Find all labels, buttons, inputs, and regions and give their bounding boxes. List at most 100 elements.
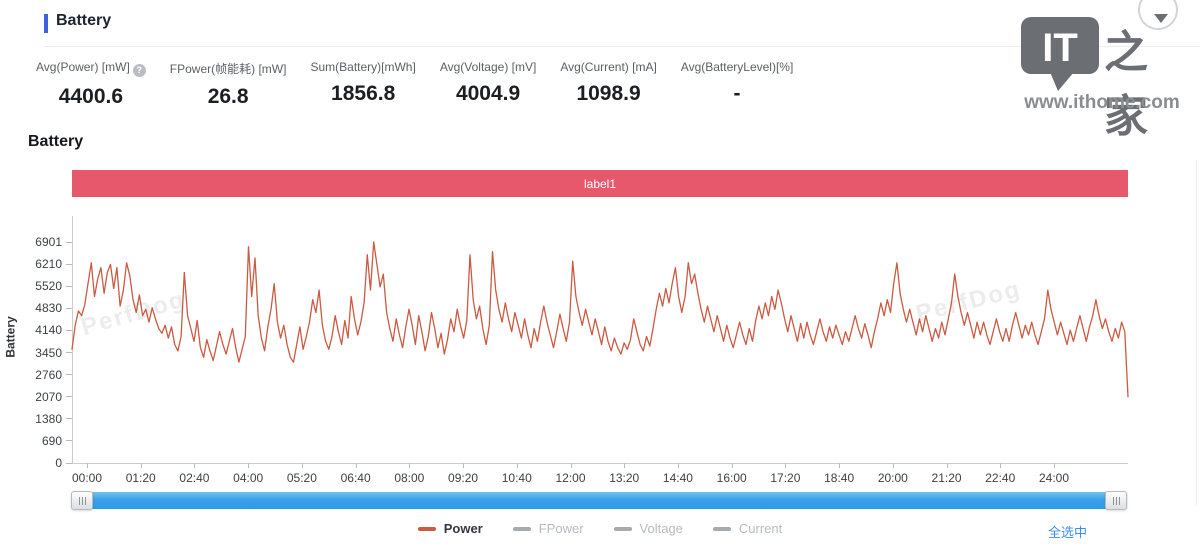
x-tick-label: 00:00 (71, 471, 103, 485)
x-tick-label: 10:40 (501, 471, 532, 485)
stat-label: Avg(Voltage) [mV] (439, 60, 537, 74)
stat-label: Sum(Battery)[mWh] (310, 60, 416, 74)
stat-column: Avg(Current) [mA] 1098.9 (554, 60, 662, 109)
y-tick (66, 462, 72, 464)
x-tick-label: 04:00 (233, 471, 264, 485)
y-tick-label: 5520 (35, 279, 62, 294)
x-tick (355, 463, 357, 468)
x-tick (785, 463, 787, 468)
x-axis-line (72, 463, 1128, 464)
legend-dash-icon (512, 526, 531, 531)
stat-value: 26.8 (207, 85, 249, 108)
x-tick (677, 463, 679, 468)
y-tick (66, 307, 72, 309)
legend-dash-icon (417, 526, 436, 531)
svg-text:IT: IT (1042, 26, 1078, 70)
y-tick-label: 690 (41, 433, 62, 448)
legend-item-fpower[interactable]: FPower (512, 521, 584, 536)
datazoom-right-handle[interactable] (1105, 491, 1127, 510)
datazoom-scrollbar[interactable] (71, 491, 1128, 510)
speech-bubble-icon: IT (1021, 17, 1099, 91)
legend-item-power[interactable]: Power (417, 521, 483, 536)
y-tick-label: 4140 (35, 323, 62, 338)
header-accent-bar (44, 14, 48, 33)
x-tick-label: 13:20 (609, 471, 640, 485)
x-tick-label: 06:40 (340, 471, 371, 485)
y-tick (66, 329, 72, 331)
x-tick (570, 463, 572, 468)
x-tick-label: 02:40 (179, 471, 210, 485)
legend-label: FPower (538, 521, 584, 536)
stat-column: Sum(Battery)[mWh] 1856.8 (304, 60, 421, 109)
x-tick-label: 12:00 (555, 471, 586, 485)
power-series-line (71, 241, 1129, 398)
label-banner: label1 (72, 170, 1128, 197)
x-tick-label: 17:20 (770, 471, 801, 485)
x-tick (839, 463, 841, 468)
x-tick (463, 463, 465, 468)
stat-label: Avg(Current) [mA] (560, 60, 657, 74)
x-tick (624, 463, 626, 468)
select-all-link[interactable]: 全选中 (1048, 525, 1088, 540)
ithome-logo: IT 之家 www.ithome.com (1020, 0, 1190, 141)
page-title: Battery (56, 12, 112, 29)
chart-legend: Power FPower Voltage Current (0, 521, 1200, 536)
y-tick (66, 418, 72, 420)
legend-dash-icon (712, 526, 731, 531)
x-tick-label: 20:00 (877, 471, 908, 485)
legend-label: Current (738, 521, 783, 536)
y-tick (66, 352, 72, 354)
y-tick (66, 396, 72, 398)
y-tick-label: 2760 (35, 367, 62, 382)
x-tick (194, 463, 196, 468)
y-tick-label: 1380 (35, 411, 62, 426)
stat-column: Avg(Voltage) [mV] 4004.9 (434, 60, 543, 109)
x-tick (892, 463, 894, 468)
stats-row: Avg(Power) [mW]? 4400.6 FPower(帧能耗) [mW] 26… (30, 60, 799, 109)
y-tick (66, 440, 72, 442)
legend-label: Voltage (639, 521, 683, 536)
logo-url-text: www.ithome.com (1024, 92, 1180, 113)
y-tick (66, 263, 72, 265)
legend-item-current[interactable]: Current (712, 521, 783, 536)
x-tick-label: 16:00 (716, 471, 747, 485)
x-tick (87, 463, 88, 468)
stat-label: Avg(Power) [mW]? (36, 60, 146, 77)
stat-value: 1098.9 (576, 82, 641, 105)
banner-label-text: label1 (583, 176, 617, 191)
y-tick-label: 6210 (35, 257, 62, 272)
y-tick (66, 241, 72, 243)
plot-area (71, 241, 1129, 398)
power-line-chart: Battery 0 690 1380 2070 2760 3450 4140 4830 5520… (4, 210, 1129, 485)
stat-column: Avg(Power) [mW]? 4400.6 (30, 60, 152, 109)
help-icon[interactable]: ? (132, 64, 146, 77)
legend-label: Power (443, 521, 483, 536)
x-tick (731, 463, 733, 468)
stat-label: Avg(BatteryLevel)[%] (680, 60, 794, 74)
x-tick-label: 24:00 (1038, 471, 1070, 485)
x-tick-label: 09:20 (448, 471, 479, 485)
x-tick-label: 22:40 (985, 471, 1016, 485)
x-tick-label: 21:20 (931, 471, 962, 485)
y-tick-label: 4830 (35, 301, 62, 316)
x-tick-label: 14:40 (662, 471, 693, 485)
x-tick (1054, 463, 1055, 468)
stat-value: 4004.9 (455, 82, 521, 105)
x-tick-label: 05:20 (286, 471, 317, 485)
x-tick-label: 01:20 (125, 471, 156, 485)
datazoom-selected-range[interactable] (92, 492, 1108, 509)
stat-value: - (733, 82, 741, 105)
x-tick (301, 463, 303, 468)
y-tick (66, 374, 72, 376)
x-tick (946, 463, 948, 468)
x-tick (248, 463, 250, 468)
stat-column: FPower(帧能耗) [mW] 26.8 (164, 60, 293, 109)
x-tick-label: 18:40 (824, 471, 855, 485)
y-tick-label: 6901 (35, 235, 62, 249)
datazoom-left-handle[interactable] (71, 491, 93, 510)
legend-item-voltage[interactable]: Voltage (613, 521, 683, 536)
legend-dash-icon (613, 526, 632, 531)
stat-column: Avg(BatteryLevel)[%] - (675, 60, 800, 109)
x-tick (140, 463, 142, 468)
